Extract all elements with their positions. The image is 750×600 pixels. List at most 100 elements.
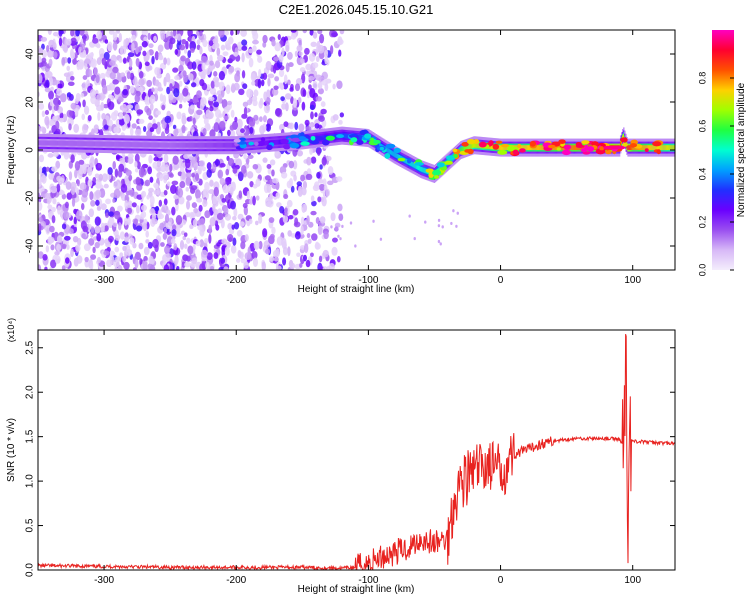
heatmap-cell bbox=[47, 30, 52, 35]
heatmap-cell bbox=[54, 255, 61, 264]
heatmap-cell bbox=[312, 31, 318, 39]
heatmap-cell bbox=[538, 145, 540, 150]
heatmap-cell bbox=[659, 145, 661, 150]
heatmap-cell bbox=[185, 94, 191, 102]
heatmap-cell bbox=[337, 234, 340, 238]
heatmap-cell bbox=[113, 126, 120, 134]
heatmap-cell bbox=[75, 30, 80, 37]
heatmap-cell bbox=[70, 140, 72, 146]
heatmap-cell bbox=[133, 218, 139, 225]
heatmap-cell bbox=[41, 140, 44, 146]
heatmap-cell bbox=[173, 87, 180, 98]
heatmap-cell bbox=[179, 181, 186, 189]
heatmap-cell bbox=[202, 142, 204, 148]
heatmap-cell bbox=[96, 30, 103, 40]
heatmap-cell bbox=[195, 189, 201, 200]
heatmap-cell bbox=[278, 54, 284, 63]
heatmap-cell bbox=[212, 76, 220, 83]
heatmap-cell bbox=[290, 33, 297, 40]
heatmap-cell bbox=[125, 169, 132, 176]
heatmap-cell bbox=[153, 189, 160, 195]
heatmap-cell bbox=[264, 140, 267, 146]
heatmap-cell bbox=[142, 50, 147, 57]
heatmap-cell bbox=[74, 169, 78, 179]
heatmap-cell bbox=[231, 142, 234, 148]
heatmap-cell bbox=[118, 32, 123, 43]
heatmap-cell bbox=[523, 145, 526, 150]
heatmap-cell bbox=[49, 119, 55, 126]
heatmap-cell bbox=[53, 151, 59, 157]
heatmap-cell bbox=[450, 221, 453, 226]
heatmap-cell bbox=[645, 145, 647, 150]
heatmap-cell bbox=[185, 187, 189, 192]
heatmap-cell bbox=[188, 142, 190, 148]
heatmap-cell bbox=[265, 140, 268, 146]
heatmap-cell bbox=[174, 254, 179, 265]
heatmap-cell bbox=[303, 204, 308, 212]
heatmap-cell bbox=[148, 187, 154, 193]
heatmap-cell bbox=[157, 142, 160, 148]
heatmap-cell bbox=[316, 148, 321, 156]
heatmap-cell bbox=[247, 154, 254, 159]
heatmap-cell bbox=[271, 226, 276, 235]
heatmap-cell bbox=[216, 242, 221, 247]
heatmap-cell bbox=[89, 191, 94, 201]
heatmap-cell bbox=[452, 148, 458, 153]
heatmap-cell bbox=[129, 72, 135, 81]
heatmap-cell bbox=[143, 246, 150, 256]
heatmap-cell bbox=[216, 47, 221, 57]
heatmap-cell bbox=[279, 84, 285, 90]
heatmap-cell bbox=[148, 142, 150, 148]
heatmap-cell bbox=[259, 125, 265, 135]
heatmap-cell bbox=[61, 223, 67, 230]
heatmap-cell bbox=[114, 234, 121, 241]
heatmap-cell bbox=[128, 142, 130, 147]
heatmap-cell bbox=[651, 145, 654, 150]
heatmap-cell bbox=[392, 151, 395, 157]
heatmap-cell bbox=[45, 245, 50, 253]
heatmap-cell bbox=[257, 55, 263, 63]
heatmap-cell bbox=[91, 141, 93, 147]
heatmap-cell bbox=[656, 145, 659, 150]
heatmap-cell bbox=[424, 220, 427, 224]
heatmap-cell bbox=[247, 141, 250, 147]
heatmap-cell bbox=[642, 145, 644, 150]
heatmap-cell bbox=[178, 196, 185, 205]
heatmap-cell bbox=[203, 142, 205, 148]
heatmap-cell bbox=[121, 124, 127, 131]
heatmap-cell bbox=[619, 146, 626, 150]
heatmap-cell bbox=[151, 218, 158, 225]
heatmap-cell bbox=[243, 205, 248, 216]
heatmap-cell bbox=[294, 217, 299, 226]
heatmap-cell bbox=[267, 73, 275, 79]
heatmap-cell bbox=[667, 145, 669, 150]
heatmap-cell bbox=[134, 93, 140, 103]
heatmap-cell bbox=[58, 30, 63, 37]
heatmap-cell bbox=[420, 166, 422, 172]
heatmap-cell bbox=[61, 193, 67, 200]
heatmap-cell bbox=[107, 41, 113, 52]
heatmap-cell bbox=[175, 214, 183, 225]
heatmap-cell bbox=[308, 137, 310, 143]
heatmap-cell bbox=[147, 166, 153, 175]
heatmap-cell bbox=[234, 116, 238, 123]
heatmap-cell bbox=[216, 54, 224, 62]
heatmap-cell bbox=[160, 32, 166, 41]
heatmap-cell bbox=[338, 119, 343, 125]
heatmap-cell bbox=[139, 142, 142, 148]
heatmap-cell bbox=[495, 140, 503, 144]
heatmap-cell bbox=[571, 145, 573, 150]
heatmap-cell bbox=[78, 159, 85, 165]
heatmap-cell bbox=[218, 70, 226, 81]
heatmap-cell bbox=[41, 110, 46, 118]
heatmap-cell bbox=[199, 239, 205, 248]
heatmap-cell bbox=[281, 171, 288, 179]
heatmap-cell bbox=[500, 145, 502, 150]
heatmap-cell bbox=[253, 240, 260, 250]
heatmap-cell bbox=[267, 168, 272, 175]
heatmap-cell bbox=[393, 152, 396, 157]
heatmap-cell bbox=[499, 145, 501, 150]
heatmap-cell bbox=[38, 264, 42, 270]
heatmap-cell bbox=[178, 142, 180, 148]
heatmap-cell bbox=[133, 142, 136, 147]
